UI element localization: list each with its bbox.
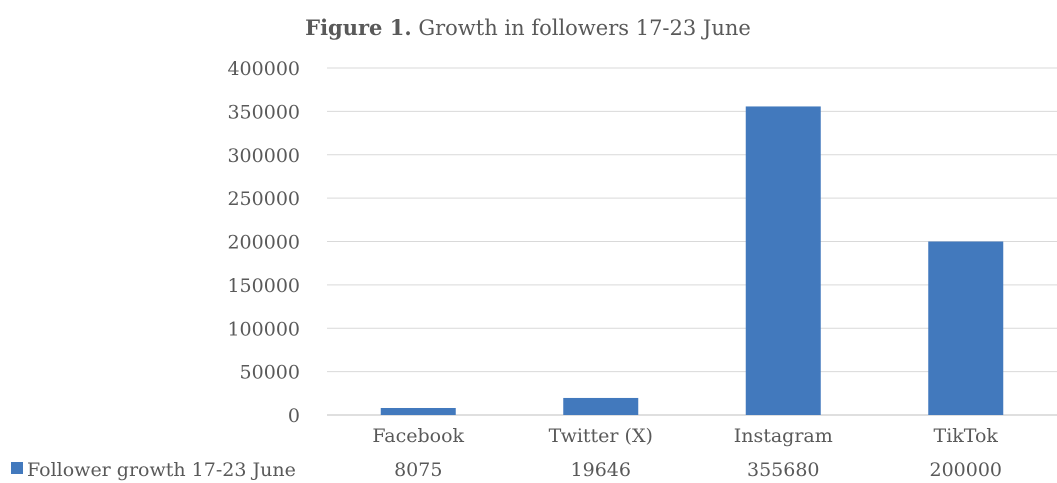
y-tick-label: 400000 bbox=[227, 58, 300, 80]
y-tick-label: 250000 bbox=[227, 188, 300, 210]
data-table: 8075 19646 355680 200000 Follower growth 17-… bbox=[11, 459, 1002, 481]
category-labels: Facebook Twitter (X) Instagram TikTok bbox=[372, 425, 998, 447]
data-table-value: 200000 bbox=[929, 459, 1002, 481]
y-tick-label: 100000 bbox=[227, 318, 300, 340]
data-table-value: 355680 bbox=[747, 459, 820, 481]
legend-swatch bbox=[11, 462, 23, 474]
bar bbox=[928, 241, 1004, 415]
chart-title: Figure 1. Growth in followers 17-23 June bbox=[305, 15, 751, 40]
x-category-label: Facebook bbox=[372, 425, 464, 447]
y-tick-label: 150000 bbox=[227, 275, 300, 297]
chart-title-bold: Figure 1. bbox=[305, 15, 412, 40]
y-axis-tick-labels: 0 50000 100000 150000 200000 250000 300000 3500… bbox=[227, 58, 300, 427]
x-category-label: Twitter (X) bbox=[549, 425, 653, 447]
x-category-label: TikTok bbox=[934, 425, 999, 447]
chart-title-rest: Growth in followers 17-23 June bbox=[412, 16, 751, 40]
y-tick-label: 50000 bbox=[240, 362, 300, 384]
y-tick-label: 0 bbox=[288, 405, 300, 427]
bars bbox=[380, 106, 1004, 415]
bar bbox=[380, 407, 456, 415]
y-tick-label: 200000 bbox=[227, 232, 300, 254]
legend-series-name: Follower growth 17-23 June bbox=[27, 459, 296, 481]
y-tick-label: 300000 bbox=[227, 145, 300, 167]
gridlines bbox=[327, 67, 1057, 416]
y-tick-label: 350000 bbox=[227, 101, 300, 123]
data-table-value: 19646 bbox=[571, 459, 631, 481]
data-table-value: 8075 bbox=[394, 459, 442, 481]
bar bbox=[745, 106, 821, 415]
bar bbox=[563, 397, 639, 415]
x-category-label: Instagram bbox=[734, 425, 833, 447]
